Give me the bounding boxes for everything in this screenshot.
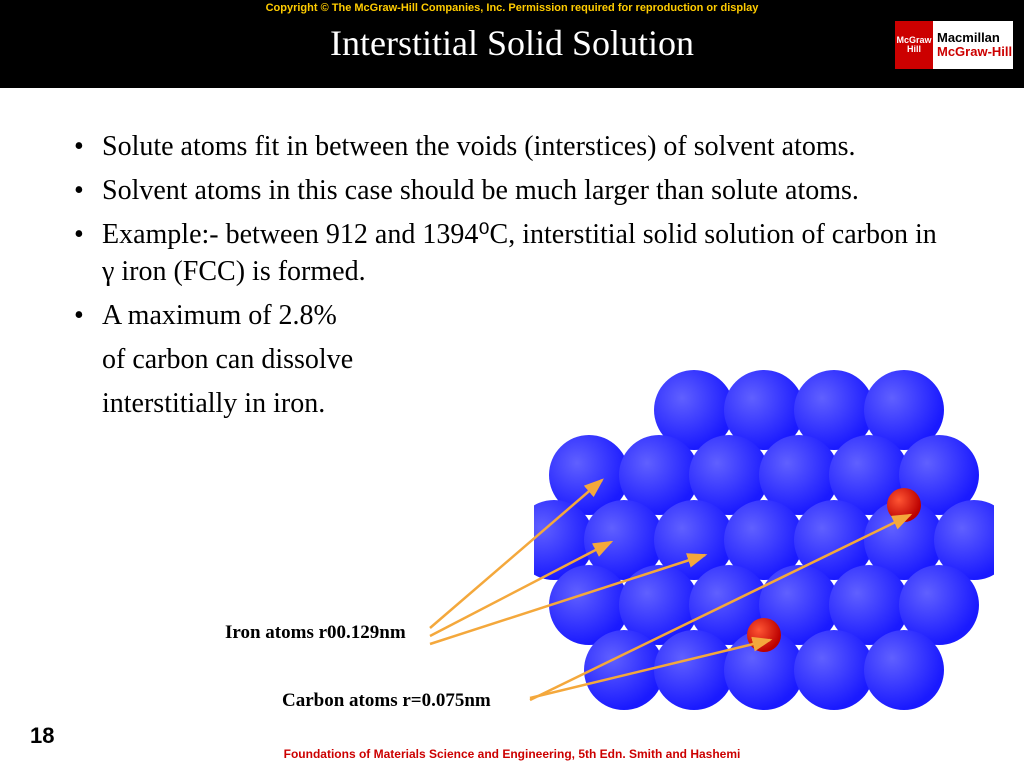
iron-atom (864, 630, 944, 710)
iron-atom (584, 630, 664, 710)
carbon-atom (747, 618, 781, 652)
slide-header: Copyright © The McGraw-Hill Companies, I… (0, 0, 1024, 88)
footer-citation: Foundations of Materials Science and Eng… (0, 747, 1024, 761)
carbon-label: Carbon atoms r=0.075nm (282, 690, 491, 712)
iron-label: Iron atoms r00.129nm (225, 622, 406, 644)
bullet-list: Solute atoms fit in between the voids (i… (70, 128, 954, 335)
atom-diagram (534, 370, 994, 710)
bullet-item: Solvent atoms in this case should be muc… (70, 172, 954, 210)
iron-atom (794, 630, 874, 710)
iron-atom (654, 630, 734, 710)
bullet-item: Solute atoms fit in between the voids (i… (70, 128, 954, 166)
page-number: 18 (30, 723, 54, 749)
logo-text: Macmillan McGraw-Hill (933, 31, 1013, 60)
publisher-logo: McGraw Hill Macmillan McGraw-Hill (894, 20, 1014, 70)
carbon-atom (887, 488, 921, 522)
bullet-item: Example:- between 912 and 1394⁰C, inters… (70, 216, 954, 292)
bullet-item: A maximum of 2.8% (70, 297, 954, 335)
logo-badge: McGraw Hill (895, 21, 933, 69)
copyright-text: Copyright © The McGraw-Hill Companies, I… (0, 2, 1024, 14)
